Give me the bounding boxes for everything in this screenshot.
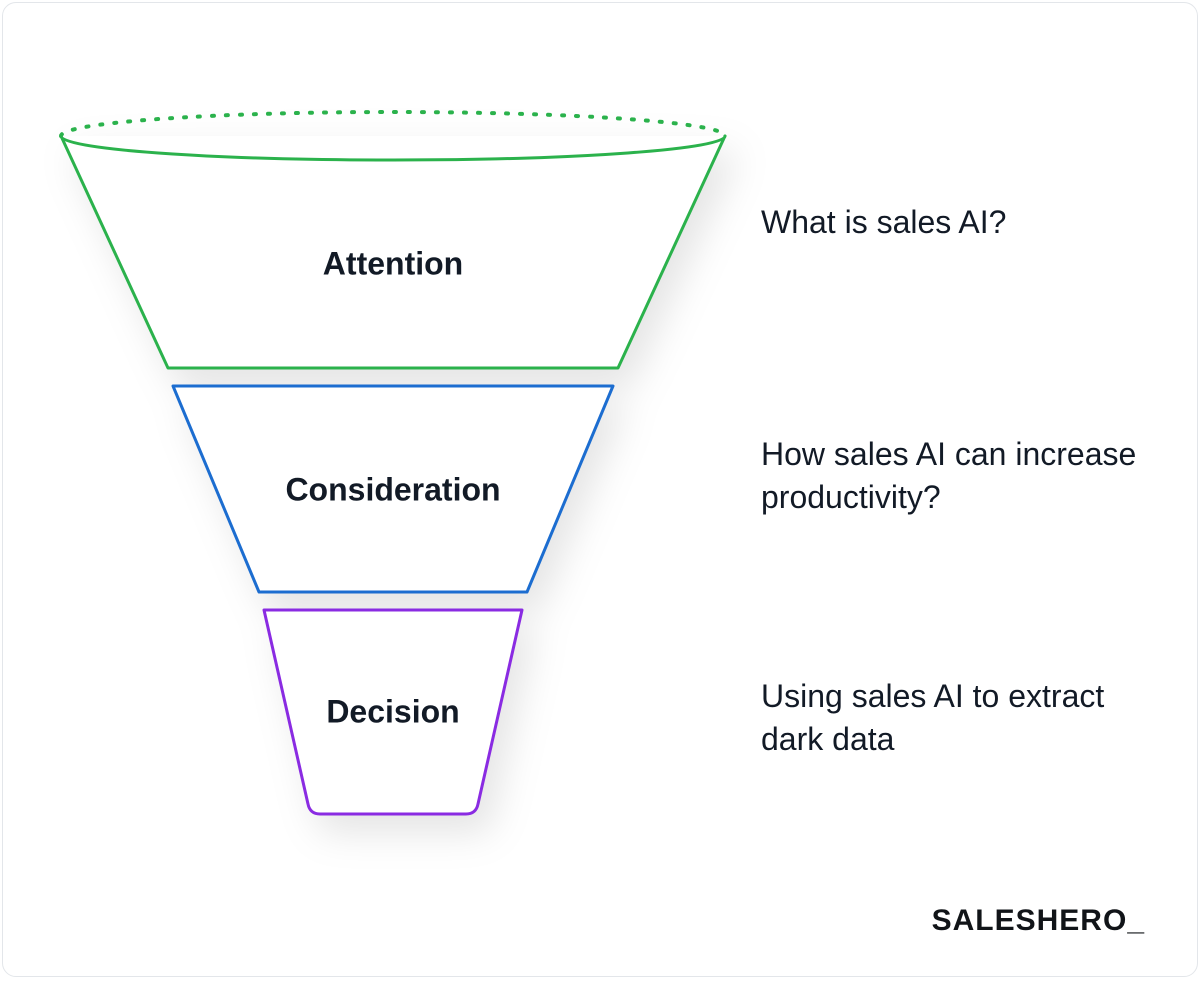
brand-cursor: _ [1127,904,1145,937]
funnel-stage-consideration-label: Consideration [285,471,500,507]
funnel-stage-decision: Decision [264,610,522,814]
funnel-stage-attention-description: What is sales AI? [761,201,1006,244]
funnel-stage-attention: Attention [61,112,725,368]
funnel-diagram: Attention Consideration Decision [43,88,743,848]
funnel-top-rim-back-dotted [61,112,725,136]
funnel-stage-decision-label: Decision [326,693,459,729]
funnel-stage-decision-description: Using sales AI to extract dark data [761,675,1171,761]
funnel-stage-consideration: Consideration [173,386,613,592]
funnel-stage-attention-label: Attention [323,245,463,281]
infographic-card: Attention Consideration Decision What is… [2,2,1198,977]
funnel-stage-consideration-description: How sales AI can increase productivity? [761,433,1171,519]
brand-logo: SALESHERO_ [932,904,1145,938]
brand-text: SALESHERO [932,904,1128,937]
